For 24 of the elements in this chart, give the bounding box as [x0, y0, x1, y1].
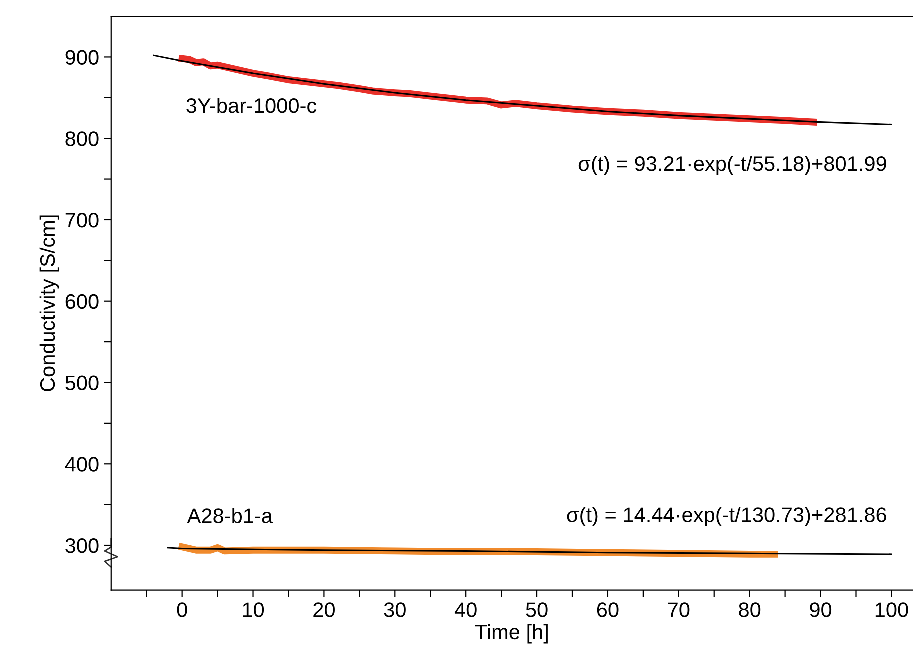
x-tick-label: 0	[177, 602, 188, 618]
x-tick-label: 30	[384, 602, 406, 618]
y-tick-label: 500	[66, 376, 99, 390]
y-axis-title: Conductivity [S/cm]	[40, 216, 60, 392]
x-tick-label: 90	[810, 602, 832, 618]
x-axis-title: Time [h]	[475, 624, 548, 644]
x-tick-label: 40	[454, 602, 477, 618]
annotation: σ(t) = 14.44·exp(-t/130.73)+281.86	[567, 507, 886, 527]
x-tick-label: 20	[314, 602, 335, 618]
x-tick-label: 60	[597, 602, 619, 618]
x-tick-label: 100	[876, 602, 908, 618]
y-tick-label: 700	[66, 212, 99, 228]
x-tick-label: 80	[739, 602, 761, 618]
x-tick-label: 70	[668, 602, 690, 618]
x-tick-label: 50	[526, 602, 548, 618]
y-tick-label: 900	[66, 50, 99, 65]
annotation: σ(t) = 93.21·exp(-t/55.18)+801.99	[578, 156, 886, 176]
series-label: A28-b1-a	[187, 508, 273, 524]
y-tick-label: 600	[66, 294, 99, 310]
y-tick-label: 300	[66, 538, 99, 554]
series-label: 3Y-bar-1000-c	[186, 98, 317, 114]
x-tick-label: 10	[243, 602, 264, 618]
y-tick-label: 800	[66, 132, 99, 146]
y-tick-label: 400	[65, 457, 99, 472]
